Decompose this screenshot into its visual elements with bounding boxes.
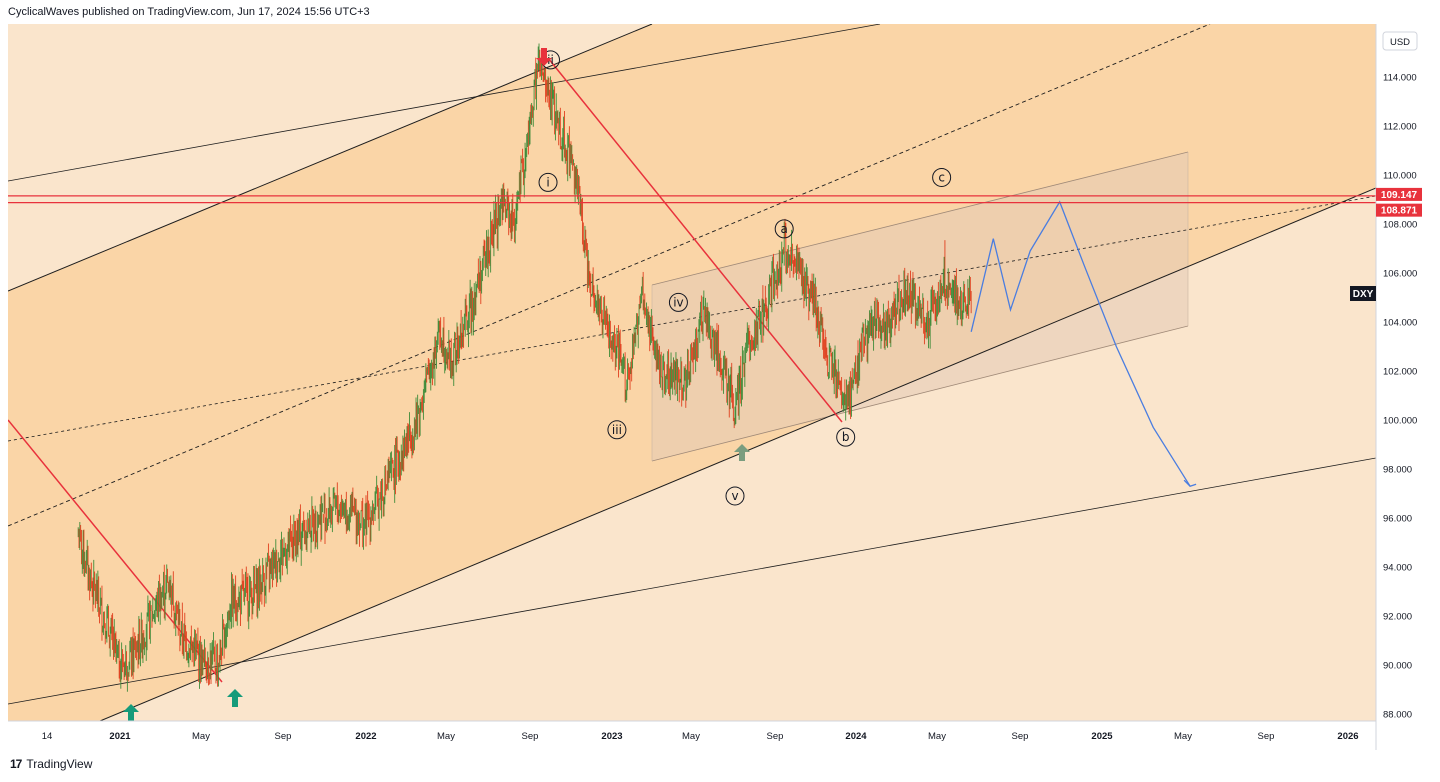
resistance-price-tag: 109.147 — [1376, 187, 1422, 201]
range-box-bottom — [651, 325, 1189, 462]
resistance-price-label: 108.871 — [1381, 206, 1418, 217]
y-tick-label: 104.000 — [1383, 318, 1417, 329]
x-tick-label: 2026 — [1337, 731, 1358, 742]
currency-label: USD — [1390, 37, 1410, 48]
x-tick-label: 2021 — [109, 731, 131, 742]
x-tick-label: Sep — [767, 731, 784, 742]
y-tick-label: 98.000 — [1383, 465, 1412, 476]
wave-label-text: c — [938, 170, 945, 184]
arrow-down-icon — [536, 48, 552, 66]
wave-label-text: a — [781, 222, 788, 236]
price-series — [77, 43, 972, 692]
arrow-up-icon — [227, 689, 243, 707]
symbol-label: DXY — [1353, 289, 1374, 300]
x-tick-label: Sep — [275, 731, 292, 742]
wave-label: i — [538, 172, 558, 192]
projection-path — [970, 200, 1191, 487]
x-tick-label: May — [682, 731, 700, 742]
x-tick-label: 2023 — [601, 731, 622, 742]
y-tick-label: 94.000 — [1383, 563, 1412, 574]
x-axis: 14 2021 May Sep 2022 May Sep 2023 May Sep 2024 May S… — [42, 731, 1359, 742]
wave-label-text: v — [731, 489, 738, 503]
y-tick-label: 114.000 — [1383, 73, 1417, 84]
wave-label-text: iii — [612, 423, 622, 437]
resistance-levels — [8, 195, 1376, 204]
y-tick-label: 96.000 — [1383, 514, 1412, 525]
upper-trendline — [8, 24, 881, 182]
arrow-up-icon — [734, 444, 750, 461]
x-tick-label: 2024 — [845, 731, 867, 742]
y-axis: 114.000 112.000 110.000 108.000 106.000 104.0… — [1383, 73, 1417, 721]
lower-trendline — [8, 457, 1376, 705]
x-tick-label: May — [192, 731, 210, 742]
wave-label-text: i — [546, 175, 549, 189]
tradingview-logo-icon: 17 — [10, 757, 22, 771]
wave-label: c — [932, 167, 952, 187]
y-tick-label: 102.000 — [1383, 367, 1417, 378]
tradingview-footer[interactable]: 17 TradingView — [10, 757, 92, 771]
currency-badge[interactable]: USD — [1382, 31, 1418, 51]
wave-label: iii — [607, 420, 627, 440]
wave-label-text: iv — [673, 295, 683, 309]
wave-label: v — [725, 486, 745, 506]
x-tick-label: 2025 — [1091, 731, 1113, 742]
wave-label: iv — [668, 292, 688, 312]
x-tick-label: 2022 — [355, 731, 376, 742]
dashed-midline-steep — [8, 24, 1211, 527]
symbol-tag: DXY — [1350, 286, 1376, 301]
downtrend-line-2022 — [547, 57, 843, 423]
y-tick-label: 88.000 — [1383, 710, 1412, 721]
range-box-top — [651, 151, 1189, 286]
y-tick-label: 106.000 — [1383, 269, 1417, 280]
y-tick-label: 108.000 — [1383, 220, 1417, 231]
x-tick-label: May — [1174, 731, 1192, 742]
projection-arrowhead — [1183, 479, 1197, 487]
arrow-up-icon — [123, 704, 139, 721]
publisher-line: CyclicalWaves published on TradingView.c… — [8, 6, 370, 18]
x-tick-label: 14 — [42, 731, 53, 742]
channel-lower-line — [99, 187, 1376, 721]
wave-label: a — [774, 219, 794, 239]
wave-label: b — [836, 427, 856, 447]
wave-label-text: ii — [547, 53, 554, 67]
x-tick-label: Sep — [1258, 731, 1275, 742]
channel-upper-line — [8, 24, 653, 292]
y-tick-label: 110.000 — [1383, 171, 1417, 182]
y-tick-label: 112.000 — [1383, 122, 1417, 133]
resistance-price-tag: 108.871 — [1376, 203, 1422, 217]
x-tick-label: Sep — [1012, 731, 1029, 742]
y-tick-label: 90.000 — [1383, 661, 1412, 672]
x-tick-label: May — [928, 731, 946, 742]
tradingview-brand: TradingView — [26, 757, 93, 771]
wave-label-text: b — [842, 430, 850, 444]
x-tick-label: May — [437, 731, 455, 742]
resistance-price-label: 109.147 — [1381, 190, 1418, 201]
x-tick-label: Sep — [522, 731, 539, 742]
y-tick-label: 100.000 — [1383, 416, 1417, 427]
dashed-midline-shallow — [8, 195, 1376, 442]
y-tick-label: 92.000 — [1383, 612, 1412, 623]
